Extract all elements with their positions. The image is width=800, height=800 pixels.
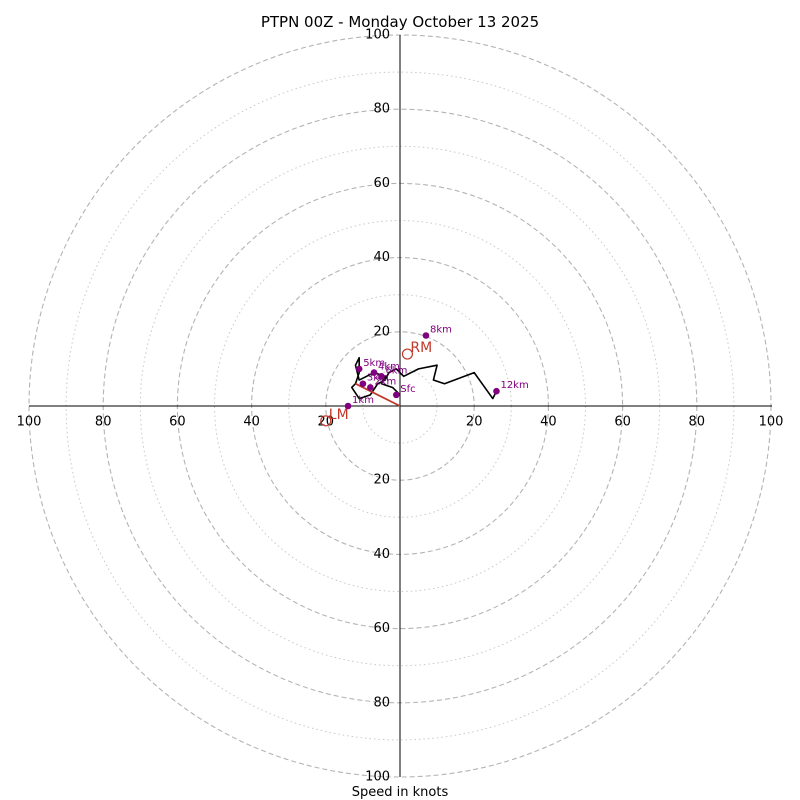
height-label-4km: 4km: [378, 362, 400, 373]
x-tick-right-100: 100: [759, 415, 784, 430]
height-marker-1km: [344, 402, 352, 410]
height-label-1km: 1km: [352, 395, 374, 406]
height-marker-2km: [367, 384, 374, 391]
y-tick-bottom-100: 100: [365, 770, 390, 785]
x-tick-right-20: 20: [466, 415, 483, 430]
hodograph-axes: [29, 35, 772, 777]
y-tick-top-100: 100: [365, 28, 390, 43]
height-label-8km: 8km: [430, 325, 452, 336]
storm-motion-line: [355, 382, 401, 407]
height-marker-3km: [359, 380, 367, 388]
chart-title: PTPN 00Z - Monday October 13 2025: [261, 13, 539, 31]
y-tick-top-40: 40: [373, 250, 390, 265]
height-marker-4km: [370, 369, 378, 376]
x-tick-right-40: 40: [540, 415, 557, 430]
left-mover-marker: [320, 415, 332, 427]
tick-labels: 2020202040404040606060608080808010010010…: [17, 28, 784, 785]
x-tick-right-60: 60: [614, 415, 631, 430]
y-tick-bottom-20: 20: [373, 473, 390, 488]
y-tick-bottom-80: 80: [373, 695, 390, 710]
height-label-5km: 5km: [363, 358, 385, 369]
y-tick-top-20: 20: [373, 324, 390, 339]
x-tick-left-60: 60: [169, 415, 186, 430]
height-marker-6km: [378, 373, 385, 380]
x-tick-right-80: 80: [689, 415, 706, 430]
y-tick-bottom-40: 40: [373, 547, 390, 562]
height-marker-12km: [493, 387, 500, 395]
height-marker-8km: [422, 332, 430, 339]
right-mover-marker: [401, 348, 414, 360]
right-mover-label: RM: [410, 340, 432, 356]
height-label-12km: 12km: [500, 380, 528, 391]
height-marker-sfc: [392, 391, 400, 399]
x-tick-left-40: 40: [243, 415, 260, 430]
height-label-3km: 3km: [367, 373, 389, 384]
y-tick-top-60: 60: [373, 176, 390, 191]
y-tick-bottom-60: 60: [373, 621, 390, 636]
height-label-2km: 2km: [374, 376, 396, 387]
height-marker-5km: [355, 365, 363, 373]
height-label-6km: 6km: [385, 365, 407, 376]
height-label-sfc: Sfc: [400, 384, 415, 395]
x-tick-left-80: 80: [95, 415, 112, 430]
left-mover-label: LM: [329, 407, 349, 423]
x-tick-left-100: 100: [17, 415, 42, 430]
x-axis-label: Speed in knots: [352, 785, 449, 800]
y-tick-top-80: 80: [373, 102, 390, 117]
storm-motion-group: RM LM: [320, 340, 432, 427]
